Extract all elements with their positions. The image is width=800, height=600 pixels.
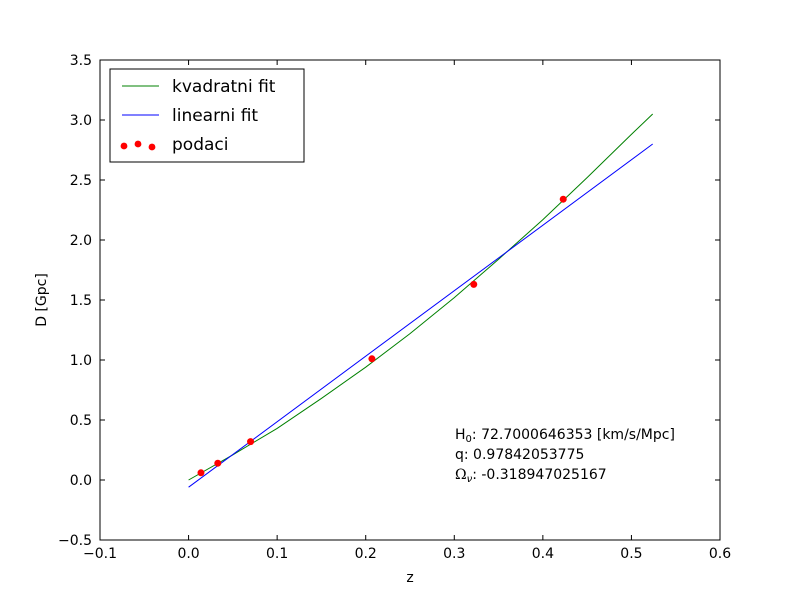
x-tick-label: 0.2: [355, 546, 377, 562]
omega-symbol: Ω: [455, 467, 467, 483]
data-point-podaci: [214, 459, 222, 467]
x-tick-label: 0.0: [177, 546, 199, 562]
data-point-podaci: [247, 438, 255, 446]
y-axis-label: D [Gpc]: [34, 273, 50, 327]
y-tick-label: 2.0: [70, 233, 92, 249]
x-tick-label: 0.3: [443, 546, 465, 562]
omega-subscript: ν: [467, 474, 473, 485]
annotation-h0: H0: 72.7000646353 [km/s/Mpc]: [455, 427, 675, 445]
y-tick-label: 1.0: [70, 353, 92, 369]
legend-label-linearni: linearni fit: [172, 106, 258, 126]
legend-swatch-podaci-dot: [120, 142, 128, 150]
data-point-podaci: [559, 195, 567, 203]
y-tick-label: 3.5: [70, 53, 92, 69]
series-layer: [188, 113, 654, 488]
omega-value: : -0.318947025167: [472, 467, 606, 483]
x-tick-label: 0.5: [620, 546, 642, 562]
y-tick-label: 0.5: [70, 413, 92, 429]
x-axis-label: z: [406, 570, 413, 586]
legend-label-kvadratni: kvadratni fit: [172, 77, 276, 97]
h0-symbol: H: [455, 427, 466, 443]
fit-annotation: H0: 72.7000646353 [km/s/Mpc] q: 0.978420…: [455, 427, 675, 485]
x-tick-label: 0.1: [266, 546, 288, 562]
legend: kvadratni fit linearni fit podaci: [109, 68, 305, 163]
series-line-kvadratni-fit: [188, 113, 654, 481]
data-point-podaci: [470, 280, 478, 288]
y-tick-label: 3.0: [70, 113, 92, 129]
h0-value: : 72.7000646353 [km/s/Mpc]: [472, 427, 675, 443]
y-tick-label: 2.5: [70, 173, 92, 189]
annotation-omega: Ων: -0.318947025167: [455, 467, 607, 485]
annotation-q: q: 0.97842053775: [455, 447, 584, 463]
series-line-linearni-fit: [188, 143, 653, 488]
legend-label-podaci: podaci: [172, 135, 228, 155]
y-tick-label: 1.5: [70, 293, 92, 309]
x-tick-label: 0.4: [532, 546, 554, 562]
ticks-layer: −0.1 0.0 0.1 0.2 0.3 0.4 0.5 0.6 −0.5 0.0 0.5 1.0 1.…: [58, 53, 731, 562]
data-point-podaci: [368, 355, 376, 363]
legend-swatch-podaci-dot: [134, 140, 142, 148]
x-tick-label: −0.1: [83, 546, 117, 562]
y-tick-label: 0.0: [70, 473, 92, 489]
legend-swatch-podaci-dot: [148, 143, 156, 151]
x-tick-label: 0.6: [709, 546, 731, 562]
h0-subscript: 0: [466, 434, 472, 445]
y-tick-label: −0.5: [58, 533, 92, 549]
data-point-podaci: [197, 469, 205, 477]
points-layer: [197, 195, 567, 477]
